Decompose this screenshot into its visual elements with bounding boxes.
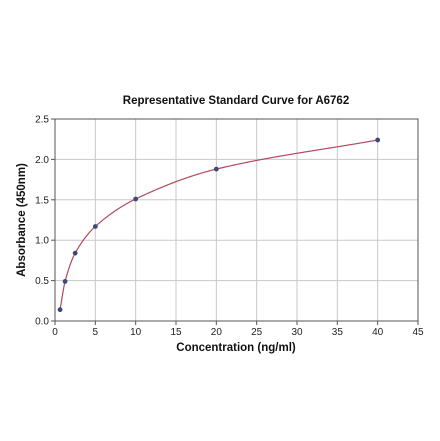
x-tick-label: 5	[93, 327, 99, 338]
data-point	[213, 166, 219, 172]
y-tick-label: 1.0	[35, 236, 49, 247]
x-tick-label: 30	[291, 327, 303, 338]
y-tick-labels: 0.0 0.5 1.0 1.5 2.0 2.5	[35, 115, 49, 328]
x-axis-title: Concentration (ng/ml)	[176, 342, 296, 354]
plot-frame	[54, 118, 419, 322]
points-layer	[57, 137, 381, 313]
data-point	[133, 196, 139, 202]
x-tick-labels: 0 5 10 15 20 25 30 35 40 45	[52, 327, 424, 338]
data-point	[92, 224, 98, 229]
x-tick-label: 35	[332, 327, 344, 338]
x-tick-label: 10	[130, 327, 142, 338]
data-point	[57, 307, 63, 313]
data-point	[62, 279, 68, 284]
axis-ticks	[51, 118, 419, 325]
x-tick-label: 40	[372, 327, 384, 338]
y-tick-label: 0.0	[35, 317, 49, 328]
x-tick-label: 0	[52, 327, 58, 338]
y-tick-label: 0.5	[35, 276, 49, 287]
y-axis-title: Absorbance (450nm)	[16, 163, 28, 277]
data-point	[72, 250, 78, 256]
grid	[54, 118, 419, 322]
fit-curve	[59, 139, 378, 310]
x-tick-label: 15	[170, 327, 182, 338]
y-tick-label: 1.5	[35, 195, 49, 206]
chart-title: Representative Standard Curve for A6762	[123, 95, 349, 107]
x-tick-label: 20	[211, 327, 223, 338]
y-tick-label: 2.0	[35, 155, 49, 166]
y-tick-label: 2.5	[35, 115, 49, 126]
x-tick-label: 45	[412, 327, 424, 338]
data-point	[375, 137, 381, 143]
curve-layer	[59, 139, 378, 310]
x-tick-label: 25	[251, 327, 263, 338]
